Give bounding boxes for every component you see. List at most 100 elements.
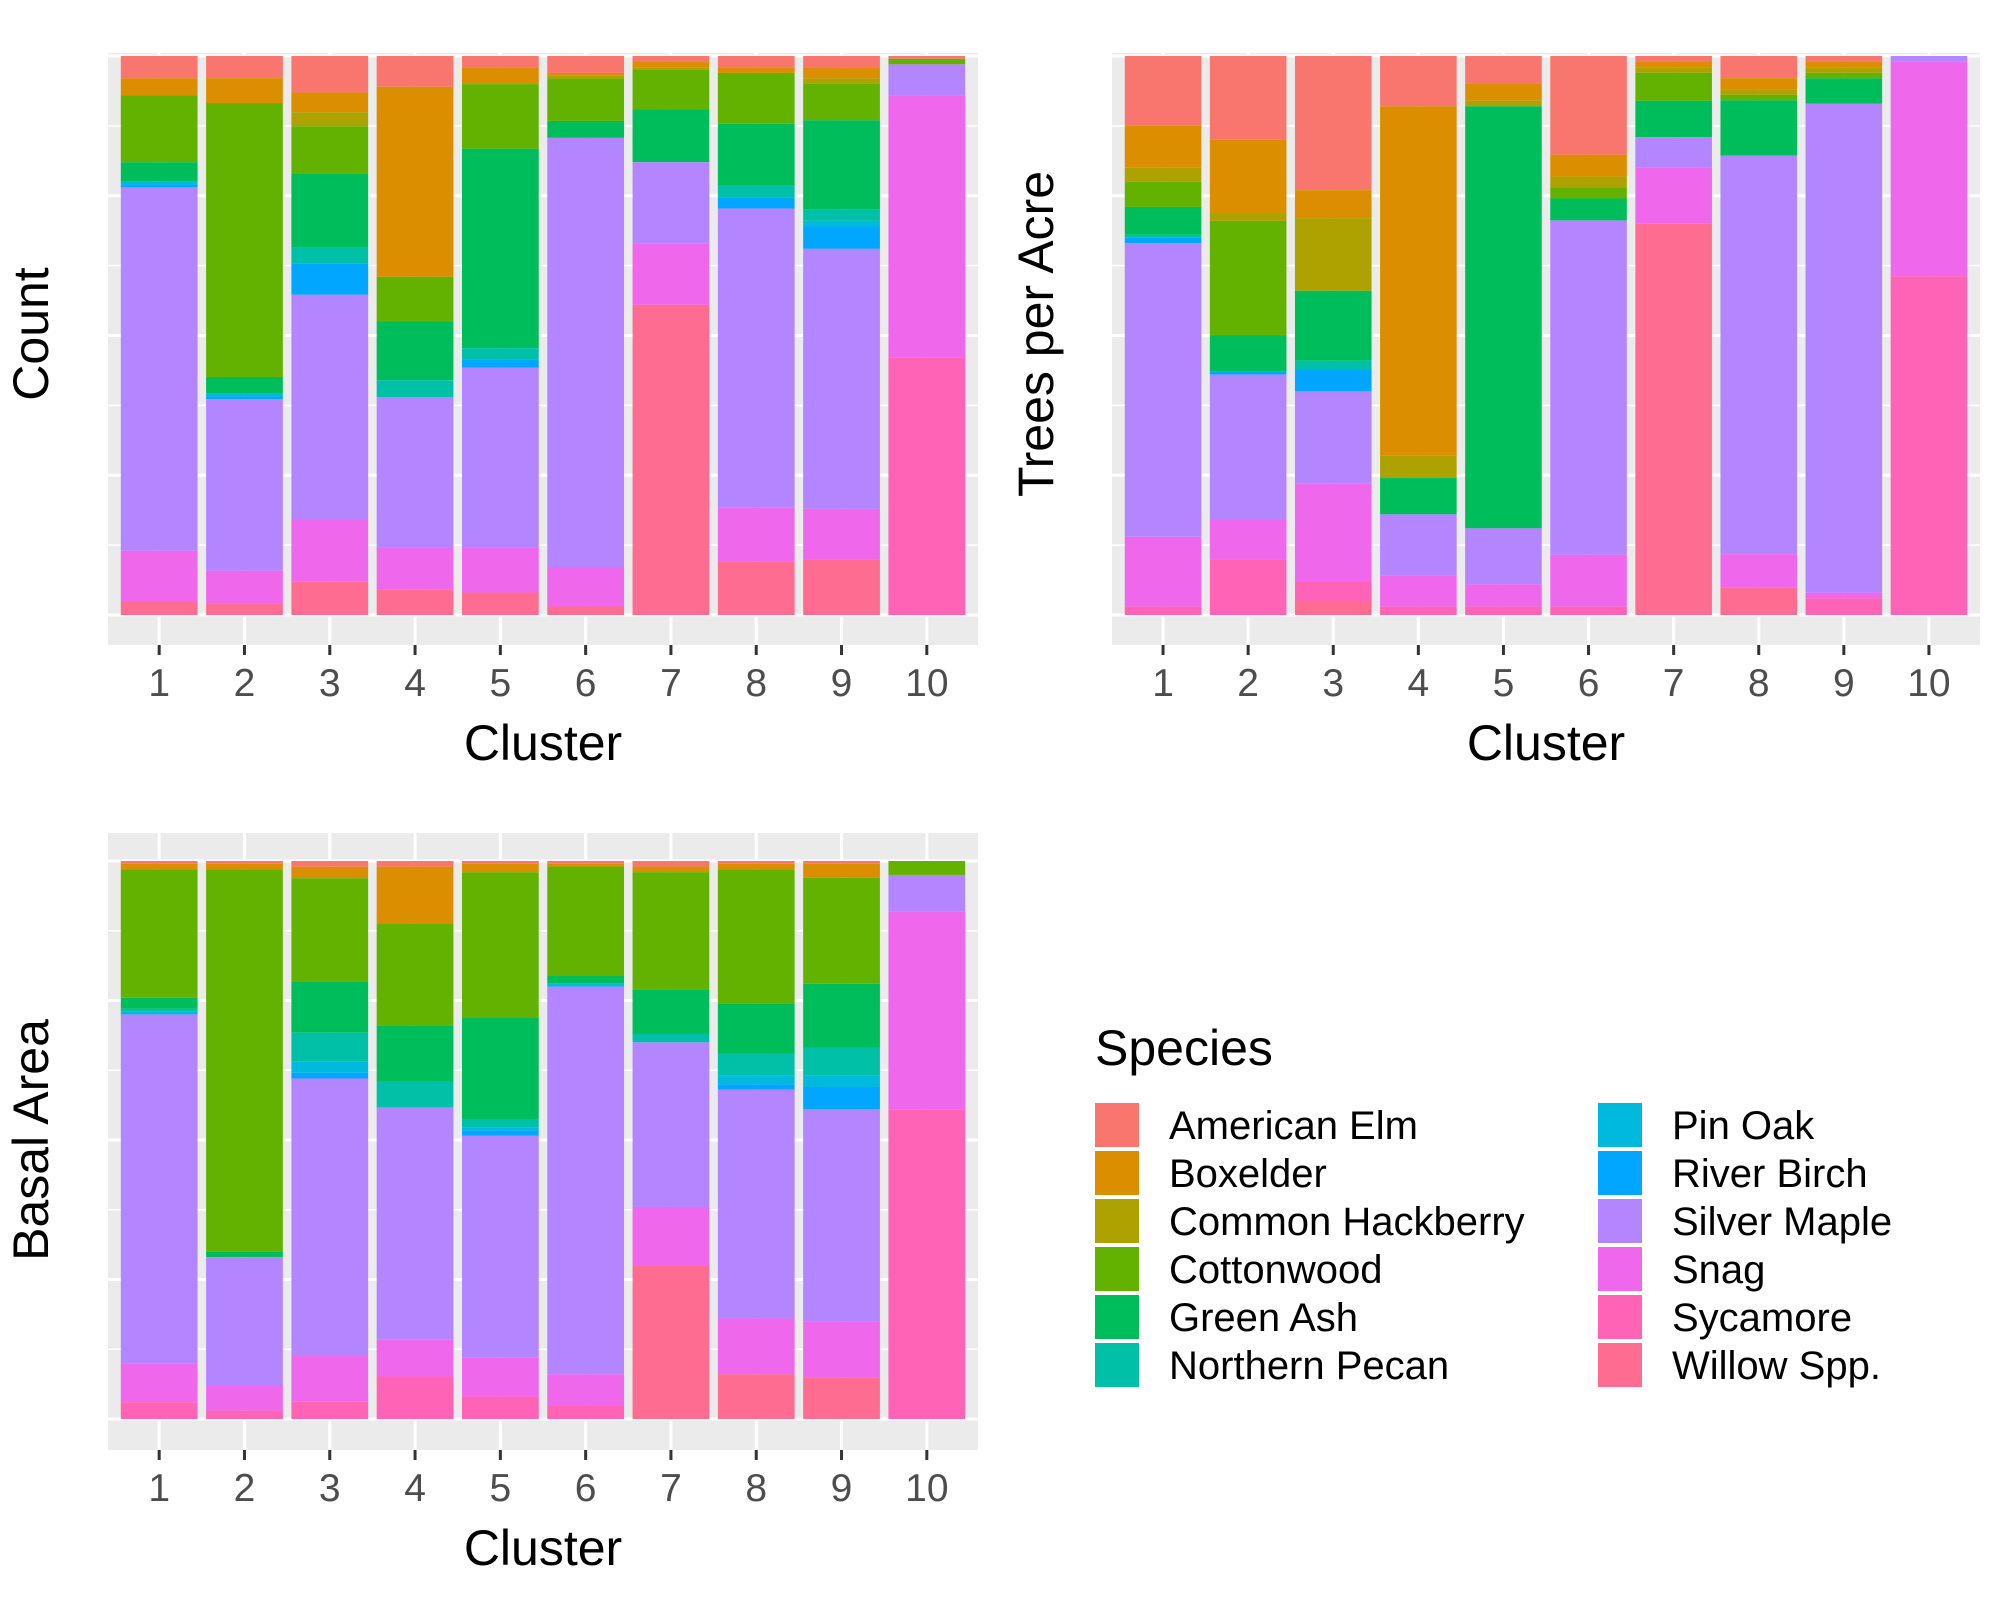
panel-3-bar-4-cottonwood	[376, 923, 454, 1026]
panel-1-bar-7-common-hackberry	[632, 67, 710, 70]
panel-1-bar-8-silver-maple	[717, 208, 795, 508]
legend-label-pin-oak: Pin Oak	[1672, 1104, 1815, 1148]
panel-1-bar-5-northern-pecan	[461, 348, 539, 360]
panel-1-bar-9-snag	[803, 508, 880, 560]
panel-2-bar-8-silver-maple	[1720, 155, 1798, 555]
panel-2-bar-5-silver-maple	[1465, 528, 1542, 585]
panel-3-bar-4-green-ash	[376, 1025, 454, 1082]
panel-3-bar-4-sycamore	[376, 1376, 454, 1419]
panel-2-bar-4-silver-maple	[1380, 514, 1457, 576]
legend-item-boxelder: Boxelder	[1095, 1151, 1327, 1196]
panel-3-bar-5-pin-oak	[461, 1127, 539, 1131]
panel-2-bar-3-willow-spp	[1294, 601, 1372, 615]
panel-1-bar-10-cottonwood	[888, 58, 966, 65]
panel-2-bar-7-boxelder	[1635, 61, 1712, 68]
legend-label-snag: Snag	[1672, 1248, 1765, 1292]
legend-key-willow-spp	[1598, 1343, 1642, 1387]
panel-2-x-tick-label: 5	[1493, 662, 1515, 705]
panel-1-bar-10-snag	[888, 95, 966, 358]
panel-1-bar-3-common-hackberry	[291, 112, 369, 127]
panel-2-bar-5-common-hackberry	[1465, 100, 1542, 107]
panel-2-bar-4-green-ash	[1380, 478, 1457, 515]
panel-1-bar-3-american-elm	[291, 56, 369, 93]
panel-3-bar-5-green-ash	[461, 1018, 539, 1119]
panel-1-x-tick-label: 3	[319, 662, 341, 705]
legend-item-common-hackberry: Common Hackberry	[1095, 1199, 1525, 1244]
panel-2-bar-3-northern-pecan	[1294, 360, 1372, 370]
panel-3-bar-9-river-birch	[803, 1086, 880, 1110]
panel-3-bar-5-northern-pecan	[461, 1118, 539, 1128]
panel-3-x-tick-label: 10	[905, 1467, 948, 1510]
panel-2-bar-9-sycamore	[1805, 598, 1883, 615]
panel-1-bar-5-river-birch	[461, 359, 539, 368]
panel-2-bar-10-sycamore	[1890, 276, 1968, 615]
panel-3-bar-2-green-ash	[206, 1251, 283, 1258]
panel-3-bar-8-boxelder	[717, 863, 795, 870]
panel-1-bar-9-common-hackberry	[803, 78, 880, 84]
panel-3-bar-9-american-elm	[803, 861, 880, 864]
panel-1-bar-8-cottonwood	[717, 72, 795, 124]
panel-2-bar-3-silver-maple	[1294, 391, 1372, 484]
panel-1-bar-9-green-ash	[803, 120, 880, 210]
panel-2-bar-6-green-ash	[1550, 198, 1627, 221]
panel-1-bar-4-snag	[376, 547, 454, 590]
panel-1-y-axis-title: Count	[3, 267, 59, 401]
panel-2-bar-2-cottonwood	[1209, 220, 1287, 336]
panel-3-bar-8-pin-oak	[717, 1075, 795, 1085]
panel-3-bar-2-boxelder	[206, 863, 283, 870]
panel-1-bar-5-american-elm	[461, 56, 539, 68]
panel-2-bar-8-willow-spp	[1720, 587, 1798, 615]
legend-key-northern-pecan	[1095, 1343, 1139, 1387]
legend-label-sycamore: Sycamore	[1672, 1296, 1852, 1340]
panel-1-bar-6-cottonwood	[547, 78, 625, 121]
panel-1-bar-7-silver-maple	[632, 162, 710, 244]
panel-2-bar-8-american-elm	[1720, 56, 1798, 79]
panel-1-bar-3-green-ash	[291, 173, 369, 248]
panel-2-bar-4-sycamore	[1380, 606, 1457, 615]
panel-3-bar-1-silver-maple	[120, 1014, 198, 1364]
panel-2-bar-7-cottonwood	[1635, 72, 1712, 101]
panel-1-bar-3-snag	[291, 519, 369, 582]
panel-3-x-tick-label: 6	[575, 1467, 597, 1510]
panel-1-bar-2-pin-oak	[206, 393, 283, 397]
panel-2-y-axis-title: Trees per Acre	[1008, 171, 1064, 497]
panel-3-bar-7-american-elm	[632, 861, 710, 867]
panel-3-bar-5-boxelder	[461, 863, 539, 873]
legend-item-sycamore: Sycamore	[1598, 1295, 1852, 1340]
panel-1-x-tick-label: 1	[148, 662, 170, 705]
panel-1-x-tick-label: 6	[575, 662, 597, 705]
panel-1-bar-7-snag	[632, 243, 710, 305]
panel-3-bar-9-green-ash	[803, 983, 880, 1048]
panel-2-bar-4-boxelder	[1380, 106, 1457, 456]
panel-2-bar-9-american-elm	[1805, 56, 1883, 62]
panel-3-bar-7-green-ash	[632, 989, 710, 1034]
panel-1-bar-9-boxelder	[803, 67, 880, 79]
panel-2-bar-4-common-hackberry	[1380, 455, 1457, 479]
panel-2-bar-2-snag	[1209, 519, 1287, 560]
panel-2-bar-7-willow-spp	[1635, 223, 1712, 615]
panel-3-bar-4-boxelder	[376, 866, 454, 924]
legend-label-northern-pecan: Northern Pecan	[1169, 1344, 1449, 1388]
panel-3-bar-1-green-ash	[120, 997, 198, 1009]
panel-2-bar-2-silver-maple	[1209, 374, 1287, 520]
panel-1-bar-2-boxelder	[206, 78, 283, 104]
legend-key-common-hackberry	[1095, 1199, 1139, 1243]
panel-1-bar-1-willow-spp	[120, 601, 198, 615]
panel-2-bar-7-american-elm	[1635, 56, 1712, 62]
panel-2-bar-9-common-hackberry	[1805, 67, 1883, 73]
panel-3-bar-5-river-birch	[461, 1130, 539, 1136]
panel-2-bar-8-boxelder	[1720, 78, 1798, 90]
legend-label-willow-spp: Willow Spp.	[1672, 1344, 1881, 1388]
panel-3-bar-7-cottonwood	[632, 872, 710, 990]
panel-1-bar-10-silver-maple	[888, 64, 966, 96]
panel-2-bar-3-boxelder	[1294, 190, 1372, 219]
legend-key-river-birch	[1598, 1151, 1642, 1195]
panel-1-bar-4-willow-spp	[376, 589, 454, 615]
panel-1-bar-4-green-ash	[376, 321, 454, 381]
panel-2-x-tick-label: 4	[1408, 662, 1430, 705]
panel-1-bar-4-silver-maple	[376, 396, 454, 548]
panel-3-bar-7-boxelder	[632, 866, 710, 873]
panel-3-bar-5-cottonwood	[461, 872, 539, 1019]
